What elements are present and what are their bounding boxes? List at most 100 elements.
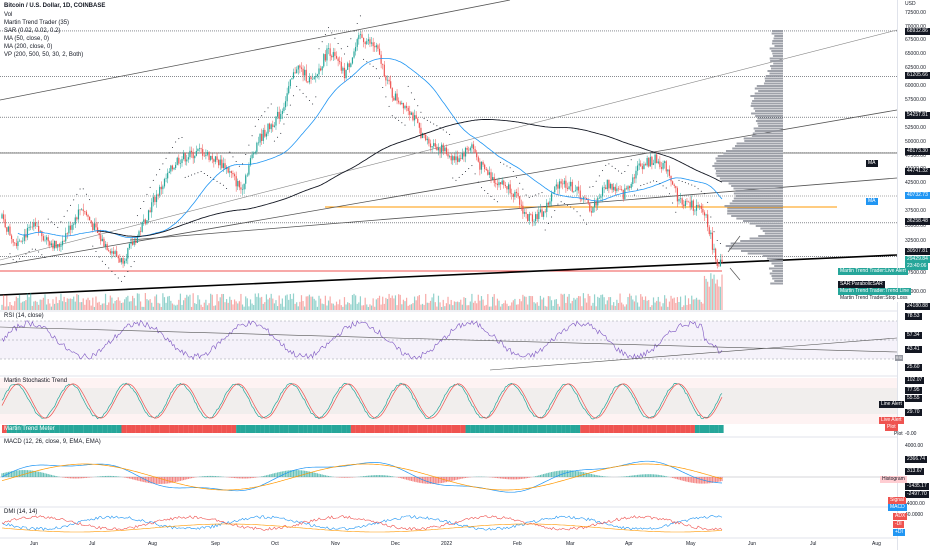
sar-dot xyxy=(592,186,594,188)
volume-profile-bar xyxy=(755,110,783,112)
volume-bar xyxy=(614,305,616,310)
volume-profile-bar xyxy=(712,165,783,167)
candle-body xyxy=(460,158,462,160)
trend-meter-cell xyxy=(518,425,523,433)
candle-body xyxy=(243,183,245,190)
volume-bar xyxy=(691,295,693,310)
candle-body xyxy=(125,258,127,261)
macd-histogram-bar xyxy=(433,477,435,484)
candle-body xyxy=(152,196,154,203)
candle-body xyxy=(636,165,639,171)
sar-dot xyxy=(111,270,113,272)
trend-meter-cell xyxy=(207,425,213,433)
macd-histogram-bar xyxy=(187,477,189,479)
symbol-title[interactable]: Bitcoin / U.S. Dollar, 1D, COINBASE xyxy=(4,3,106,9)
chart-canvas[interactable] xyxy=(0,0,897,550)
volume-profile-bar xyxy=(769,260,783,262)
macd-histogram-bar xyxy=(77,477,80,479)
volume-bar xyxy=(716,279,718,310)
trend-meter-cell xyxy=(145,425,151,433)
sar-dot xyxy=(579,215,581,217)
volume-bar xyxy=(30,293,32,310)
dmi-tick: 40.0000 xyxy=(905,512,924,518)
legend-volume-profile[interactable]: VP (200, 500, 50, 30, 2, Both) xyxy=(4,52,84,58)
volume-bar xyxy=(261,296,263,310)
macd-histogram-bar xyxy=(458,477,460,480)
legend-martin-trend-trader[interactable]: Martin Trend Trader (35) xyxy=(4,20,70,26)
sar-dot xyxy=(15,260,17,262)
volume-bar xyxy=(700,301,702,310)
sar-dot xyxy=(547,223,549,225)
macd-histogram-bar xyxy=(493,477,495,478)
date-tick: Aug xyxy=(872,541,881,547)
macd-histogram-bar xyxy=(246,477,248,479)
volume-bar xyxy=(160,306,162,310)
macd-histogram-bar xyxy=(173,477,175,483)
volume-bar xyxy=(361,305,363,310)
legend-sar[interactable]: SAR (0.02, 0.02, 0.2) xyxy=(4,28,61,34)
volume-bar xyxy=(423,304,425,310)
volume-bar xyxy=(283,306,285,310)
volume-bar xyxy=(711,278,714,310)
volume-bar xyxy=(444,306,446,310)
sar-dot xyxy=(602,170,604,172)
sar-dot xyxy=(375,68,377,70)
candle-body xyxy=(659,161,661,168)
macd-histogram-bar xyxy=(30,470,32,477)
macd-histogram-bar xyxy=(299,470,301,477)
trend-meter-cell xyxy=(97,425,103,433)
macd-histogram-bar xyxy=(273,473,275,477)
stoch-tag-upper: 102.07 xyxy=(905,377,925,384)
macd-histogram-bar xyxy=(178,477,180,482)
sar-dot xyxy=(257,119,259,121)
trend-meter-cell xyxy=(604,425,609,433)
volume-bar xyxy=(14,301,16,310)
candle-body xyxy=(79,209,81,211)
trend-meter-cell xyxy=(714,425,719,433)
volume-bar xyxy=(28,297,30,310)
candle-body xyxy=(676,188,678,202)
stoch-pane-title[interactable]: Martin Stochastic Trend xyxy=(4,378,68,384)
candle-body xyxy=(300,67,303,69)
sar-dot xyxy=(509,167,511,169)
candle-body xyxy=(95,223,97,228)
volume-bar xyxy=(463,297,465,310)
volume-bar xyxy=(26,293,29,310)
volume-bar xyxy=(208,303,210,310)
candle-body xyxy=(455,156,457,161)
candle-body xyxy=(65,233,67,242)
candle-body xyxy=(329,48,331,56)
trend-meter-cell xyxy=(240,425,246,433)
macd-histogram-bar xyxy=(163,477,166,484)
dmi-pane-title[interactable]: DMI (14, 14) xyxy=(4,509,38,515)
trend-meter-cell xyxy=(451,425,457,433)
legend-ma200[interactable]: MA (200, close, 0) xyxy=(4,44,53,50)
macd-pane-title[interactable]: MACD (12, 26, close, 9, EMA, EMA) xyxy=(4,439,101,445)
candle-body xyxy=(289,79,291,87)
macd-histogram-bar xyxy=(705,477,707,484)
macd-histogram-bar xyxy=(464,477,467,478)
candle-body xyxy=(259,133,261,143)
candle-body xyxy=(203,155,205,157)
stoch-live-alert: Live Alert xyxy=(879,417,904,424)
trend-meter-cell xyxy=(561,425,566,433)
macd-histogram-bar xyxy=(302,470,304,477)
date-tick: 2022 xyxy=(441,541,453,547)
macd-histogram-bar xyxy=(264,475,266,477)
trend-meter-cell xyxy=(365,425,370,433)
macd-histogram-bar xyxy=(240,477,242,479)
sar-dot xyxy=(340,48,342,50)
legend-ma50[interactable]: MA (50, close, 0) xyxy=(4,36,50,42)
volume-profile-bar xyxy=(717,155,783,157)
macd-histogram-bar xyxy=(327,475,330,477)
rsi-pane-title[interactable]: RSI (14, close) xyxy=(4,313,44,319)
legend-vol[interactable]: Vol xyxy=(4,12,13,18)
sar-dot xyxy=(248,144,250,146)
volume-bar xyxy=(135,305,137,310)
volume-bar xyxy=(276,306,279,310)
candle-body xyxy=(449,156,451,157)
volume-bar xyxy=(624,306,626,310)
sar-dot xyxy=(28,251,30,253)
sar-dot xyxy=(458,176,460,178)
macd-histogram-bar xyxy=(410,477,412,482)
